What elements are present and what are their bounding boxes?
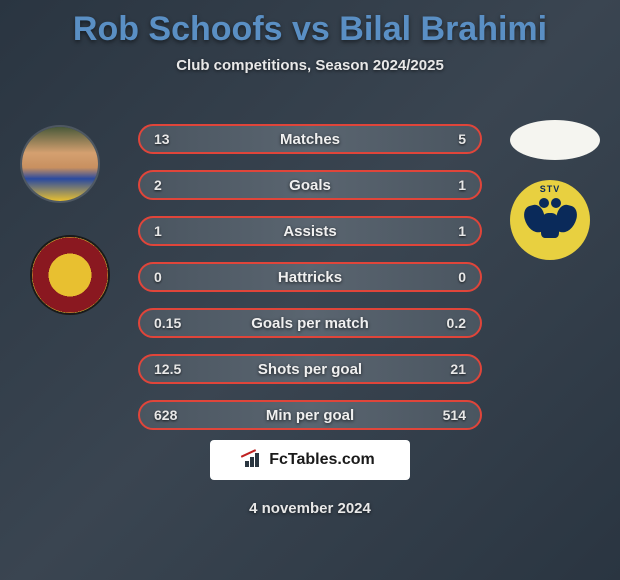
stat-right-value: 1 <box>431 177 466 193</box>
stat-label: Matches <box>280 131 340 148</box>
stat-left-value: 13 <box>154 131 189 147</box>
stat-label: Shots per goal <box>258 361 362 378</box>
stat-label: Assists <box>283 223 336 240</box>
player-right-avatar <box>510 120 600 160</box>
club-badge-right: STV <box>510 180 590 260</box>
source-badge[interactable]: FcTables.com <box>210 440 410 480</box>
stvv-crest-icon: STV <box>510 180 590 260</box>
club-badge-left <box>30 235 110 315</box>
stat-row-goals-per-match: 0.15 Goals per match 0.2 <box>138 308 482 338</box>
kv-mechelen-crest-icon <box>30 235 110 315</box>
stat-right-value: 0 <box>431 269 466 285</box>
player-face-placeholder <box>22 127 98 201</box>
stat-left-value: 0.15 <box>154 315 189 331</box>
stat-label: Hattricks <box>278 269 342 286</box>
footer-date: 4 november 2024 <box>249 500 371 517</box>
stat-row-matches: 13 Matches 5 <box>138 124 482 154</box>
player-left-avatar <box>20 125 100 203</box>
stat-left-value: 12.5 <box>154 361 189 377</box>
stat-row-shots-per-goal: 12.5 Shots per goal 21 <box>138 354 482 384</box>
stat-row-goals: 2 Goals 1 <box>138 170 482 200</box>
stat-left-value: 1 <box>154 223 189 239</box>
stats-comparison-table: 13 Matches 5 2 Goals 1 1 Assists 1 0 Hat… <box>138 124 482 446</box>
stat-right-value: 0.2 <box>431 315 466 331</box>
fctables-logo-icon <box>245 453 263 467</box>
stat-left-value: 0 <box>154 269 189 285</box>
stat-right-value: 514 <box>431 407 466 423</box>
comparison-title: Rob Schoofs vs Bilal Brahimi <box>0 0 620 49</box>
stat-label: Goals <box>289 177 331 194</box>
player-photo-left <box>20 125 100 203</box>
stat-left-value: 628 <box>154 407 189 423</box>
stat-label: Goals per match <box>251 315 369 332</box>
player-photo-right-blank <box>510 120 600 160</box>
comparison-subtitle: Club competitions, Season 2024/2025 <box>0 57 620 74</box>
stat-left-value: 2 <box>154 177 189 193</box>
stat-label: Min per goal <box>266 407 354 424</box>
stat-row-min-per-goal: 628 Min per goal 514 <box>138 400 482 430</box>
crest-text: STV <box>540 184 561 194</box>
stat-row-assists: 1 Assists 1 <box>138 216 482 246</box>
stat-right-value: 1 <box>431 223 466 239</box>
eagle-icon <box>523 195 578 245</box>
stat-right-value: 5 <box>431 131 466 147</box>
stat-right-value: 21 <box>431 361 466 377</box>
stat-row-hattricks: 0 Hattricks 0 <box>138 262 482 292</box>
source-site-label: FcTables.com <box>269 451 375 469</box>
